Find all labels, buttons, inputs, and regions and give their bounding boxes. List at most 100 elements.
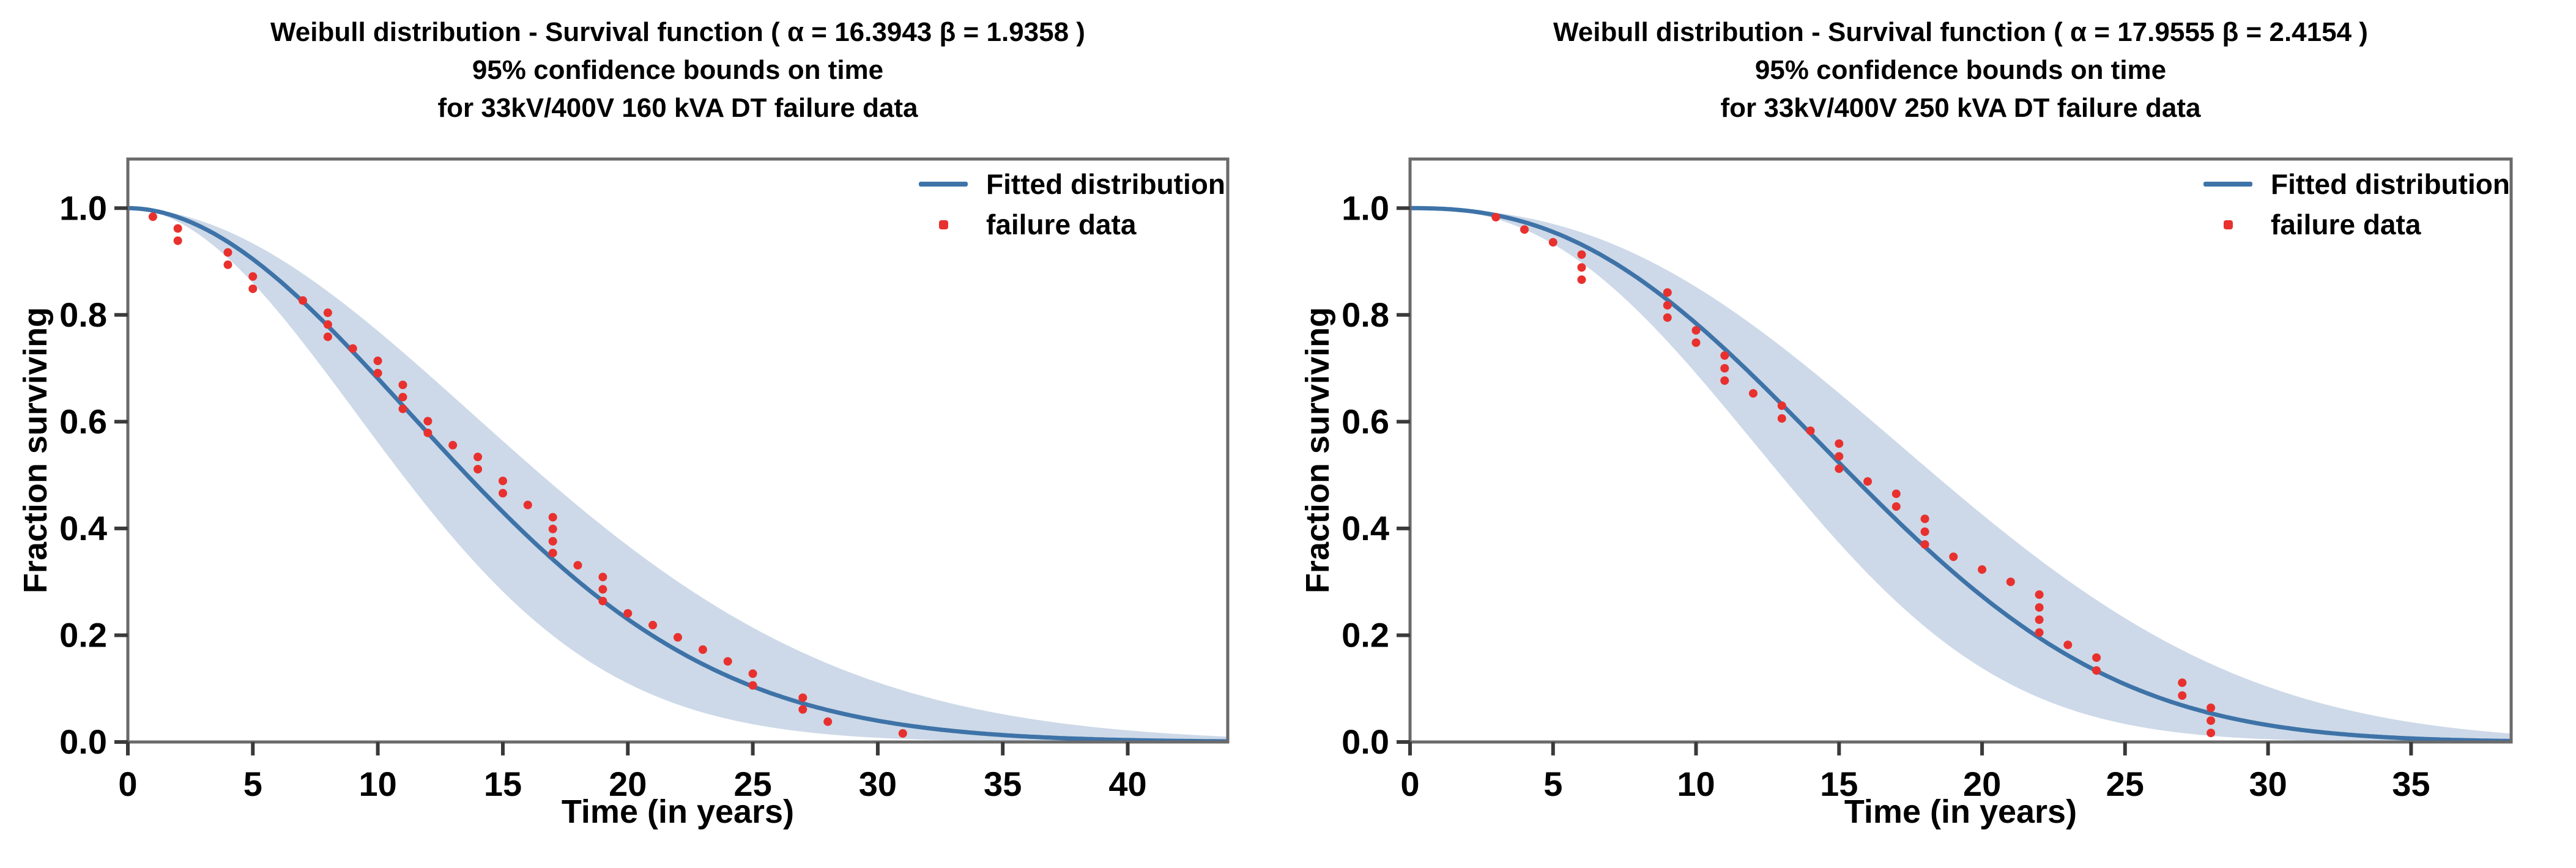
failure-data-point <box>1491 213 1501 222</box>
failure-data-point <box>748 681 757 690</box>
legend-label-fitted: Fitted distribution <box>986 168 1225 200</box>
x-tick-label: 0 <box>118 765 137 803</box>
y-tick-label: 0.4 <box>59 509 107 547</box>
y-tick-label: 0.2 <box>59 616 107 655</box>
y-tick-label: 0.6 <box>1342 402 1389 440</box>
failure-data-points <box>148 212 907 738</box>
y-tick-label: 0.8 <box>59 295 107 334</box>
failure-data-point <box>373 356 382 365</box>
plot-area <box>128 206 1228 742</box>
failure-data-point <box>2035 628 2044 637</box>
failure-data-point <box>748 669 757 678</box>
y-axis-label-left: Fraction surviving <box>17 306 54 594</box>
legend-row-failure: failure data <box>918 204 1225 245</box>
fitted-distribution-curve <box>128 206 1228 742</box>
chart-title-line2: 95% confidence bounds on time <box>472 55 884 85</box>
x-tick-label: 5 <box>1543 765 1562 803</box>
failure-data-point <box>1777 401 1786 410</box>
failure-dot-swatch-icon <box>938 220 948 229</box>
x-tick-label: 5 <box>243 765 262 803</box>
failure-data-point <box>473 453 483 461</box>
failure-data-point <box>223 248 232 257</box>
y-tick-label: 0.0 <box>1342 722 1389 761</box>
x-tick-label: 35 <box>2392 765 2430 803</box>
failure-data-point <box>698 645 707 654</box>
failure-data-point <box>1920 527 1929 536</box>
failure-data-point <box>223 260 232 269</box>
y-tick-label: 0.0 <box>59 722 107 761</box>
failure-data-point <box>173 236 182 245</box>
failure-data-point <box>299 296 307 305</box>
failure-data-point <box>1577 275 1586 284</box>
failure-data-point <box>2092 666 2101 675</box>
failure-data-point <box>573 561 582 570</box>
failure-data-point <box>323 332 332 341</box>
failure-data-point <box>423 417 432 426</box>
x-tick-label: 15 <box>484 765 522 803</box>
failure-data-point <box>1920 540 1929 549</box>
legend-label-failure: failure data <box>986 209 1137 240</box>
failure-data-point <box>2063 640 2073 650</box>
failure-dot-swatch-icon <box>2223 220 2233 229</box>
failure-data-point <box>1663 288 1672 297</box>
legend-row-failure: failure data <box>2202 204 2510 245</box>
legend-label-failure: failure data <box>2271 209 2421 240</box>
failure-data-point <box>1577 250 1586 259</box>
failure-data-point <box>1663 313 1672 322</box>
fitted-distribution-curve <box>1410 206 2511 742</box>
x-tick-label: 10 <box>1677 765 1715 803</box>
failure-data-point <box>398 393 407 402</box>
failure-data-point <box>499 489 507 498</box>
confidence-band <box>1410 208 2511 742</box>
chart-title-right: Weibull distribution - Survival function… <box>1553 13 2368 127</box>
legend-row-fitted: Fitted distribution <box>2202 164 2510 204</box>
failure-data-point <box>248 272 258 281</box>
chart-title-line2: 95% confidence bounds on time <box>1754 55 2167 85</box>
failure-data-point <box>798 705 807 714</box>
fitted-line-swatch-icon <box>2203 182 2252 187</box>
failure-data-point <box>548 524 557 533</box>
chart-title-left: Weibull distribution - Survival function… <box>270 13 1085 127</box>
failure-data-point <box>723 657 732 666</box>
x-axis-label-right: Time (in years) <box>1844 793 2077 830</box>
failure-data-point <box>2092 653 2101 662</box>
failure-data-point <box>1720 376 1729 385</box>
failure-data-point <box>523 500 532 510</box>
failure-data-point <box>1749 389 1758 398</box>
legend-right: Fitted distribution failure data <box>2202 164 2510 245</box>
failure-data-point <box>2035 615 2044 625</box>
x-tick-label: 25 <box>733 765 771 803</box>
chart-title-line1: Weibull distribution - Survival function… <box>1553 17 2368 47</box>
failure-data-point <box>323 308 332 317</box>
failure-data-point <box>598 585 607 594</box>
failure-data-point <box>1691 326 1701 335</box>
failure-data-point <box>598 573 607 582</box>
failure-data-point <box>2207 703 2216 713</box>
failure-data-point <box>898 729 907 738</box>
failure-data-point <box>323 320 332 329</box>
axes-spines <box>1408 157 2513 744</box>
failure-data-point <box>1835 464 1844 473</box>
failure-data-point <box>548 513 557 522</box>
failure-data-point <box>398 380 407 390</box>
x-axis-label-left: Time (in years) <box>561 793 795 830</box>
y-tick-label: 0.2 <box>1342 616 1389 655</box>
failure-data-point <box>448 440 458 450</box>
y-tick-label: 0.4 <box>1342 509 1389 547</box>
failure-data-point <box>1920 514 1929 524</box>
failure-data-point <box>2035 603 2044 612</box>
failure-data-point <box>1720 364 1729 373</box>
failure-data-point <box>373 369 382 377</box>
failure-data-point <box>823 717 833 726</box>
failure-data-point <box>1548 238 1557 247</box>
x-tick-label: 15 <box>1820 765 1858 803</box>
failure-data-point <box>2207 716 2216 725</box>
y-tick-label: 0.6 <box>59 402 107 440</box>
failure-data-point <box>1835 439 1844 448</box>
failure-data-point <box>1777 414 1786 423</box>
y-tick-label: 1.0 <box>1342 188 1389 227</box>
chart-title-line1: Weibull distribution - Survival function… <box>270 17 1085 47</box>
failure-data-point <box>2207 729 2216 738</box>
failure-data-point <box>1891 502 1901 511</box>
